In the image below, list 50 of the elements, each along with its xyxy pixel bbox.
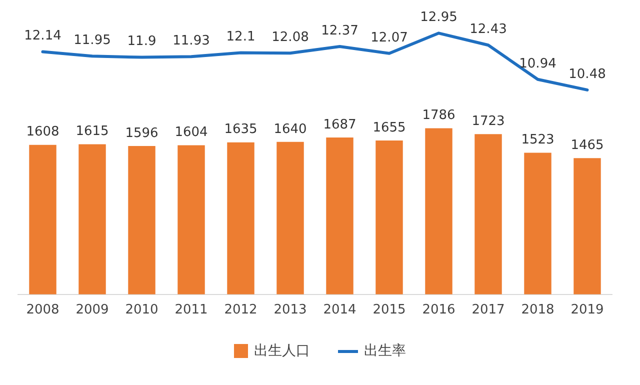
bar [178, 145, 205, 294]
bar [227, 142, 254, 294]
bar [524, 152, 552, 294]
data-label: 1640 [274, 122, 307, 137]
data-label: 11.95 [74, 33, 111, 48]
data-label: 1786 [422, 108, 456, 124]
x-tick-label: 2018 [521, 302, 554, 318]
data-label: 12.1 [226, 30, 256, 45]
data-label: 11.93 [172, 33, 210, 48]
data-label: 1615 [76, 124, 109, 140]
data-label: 1687 [323, 117, 356, 132]
bar [78, 144, 106, 294]
bar [326, 138, 354, 294]
legend-label: 出生人口 [254, 342, 310, 360]
x-tick-label: 2012 [224, 302, 258, 318]
bar [574, 158, 601, 294]
x-tick-label: 2011 [174, 302, 208, 318]
bar [474, 134, 502, 294]
bar [276, 142, 304, 294]
data-label: 12.14 [24, 28, 62, 44]
data-label: 12.37 [321, 23, 358, 38]
data-label: 1635 [224, 122, 258, 138]
bar [376, 140, 403, 294]
x-tick-label: 2008 [26, 302, 60, 318]
x-tick-label: 2015 [372, 302, 406, 318]
bar [425, 128, 452, 294]
x-tick-label: 2019 [570, 302, 604, 318]
bar [128, 146, 156, 294]
x-tick-label: 2014 [323, 302, 356, 318]
data-label: 12.95 [420, 10, 458, 26]
data-label: 1465 [570, 138, 604, 154]
data-label: 12.43 [470, 22, 507, 37]
data-label: 11.9 [127, 34, 156, 50]
data-label: 1596 [125, 126, 158, 141]
data-label: 10.48 [568, 66, 606, 82]
x-tick-label: 2017 [472, 302, 505, 318]
x-tick-label: 2009 [76, 302, 109, 318]
data-label: 12.07 [370, 30, 408, 46]
x-tick-label: 2013 [274, 302, 307, 318]
data-label: 1604 [174, 125, 208, 140]
data-label: 10.94 [519, 56, 556, 72]
data-label: 1723 [472, 114, 505, 130]
legend-label: 出生率 [364, 342, 406, 360]
data-label: 1608 [26, 124, 60, 140]
bar [29, 144, 56, 294]
data-label: 12.08 [272, 30, 309, 46]
x-tick-label: 2010 [125, 302, 158, 318]
x-tick-label: 2016 [422, 302, 456, 318]
data-label: 1523 [521, 132, 554, 148]
data-label: 1655 [372, 120, 406, 136]
